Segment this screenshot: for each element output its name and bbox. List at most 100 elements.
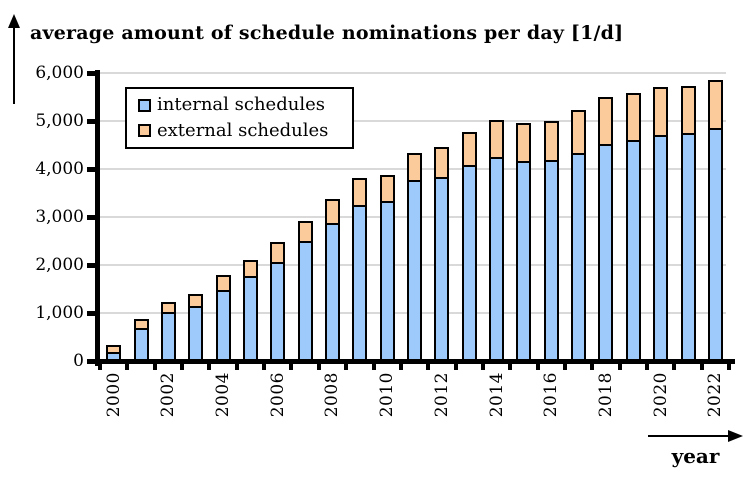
- x-axis-line: [93, 359, 736, 364]
- legend-label-external: external schedules: [157, 119, 329, 141]
- bar-segment-external-2014: [489, 120, 505, 159]
- x-tick-23: [727, 364, 732, 370]
- legend-swatch-external-icon: [138, 124, 151, 138]
- bar-segment-external-2011: [407, 153, 423, 182]
- bar-segment-external-2015: [516, 123, 532, 163]
- y-tick-label-5,000: 5,000: [35, 111, 84, 131]
- x-tick-10: [371, 364, 376, 370]
- x-tick-label-2000: 2000: [103, 372, 124, 418]
- legend-item-internal: internal schedules: [138, 96, 352, 114]
- legend-item-external: external schedules: [138, 119, 352, 141]
- bar-segment-external-2007: [297, 221, 313, 243]
- bar-segment-internal-2010: [379, 201, 395, 361]
- bar-segment-internal-2006: [270, 262, 286, 361]
- bar-segment-external-2018: [598, 97, 614, 146]
- gridline-5000: [100, 120, 727, 122]
- y-tick-0: [87, 359, 96, 364]
- gridline-6000: [100, 72, 727, 74]
- bar-segment-external-2022: [707, 80, 723, 130]
- y-tick-label-6,000: 6,000: [35, 63, 84, 83]
- x-tick-8: [316, 364, 321, 370]
- bar-segment-external-2020: [653, 87, 669, 137]
- x-axis-title: year: [671, 444, 720, 468]
- y-axis-arrow-icon: [8, 14, 20, 104]
- y-axis-line: [95, 70, 100, 366]
- bar-segment-external-2013: [461, 132, 477, 167]
- x-tick-21: [672, 364, 677, 370]
- bar-segment-internal-2019: [625, 140, 641, 361]
- x-tick-label-2010: 2010: [377, 372, 398, 418]
- legend-label-internal: internal schedules: [157, 94, 325, 116]
- bar-segment-external-2009: [352, 178, 368, 207]
- x-tick-label-2002: 2002: [158, 372, 179, 418]
- bar-segment-internal-2014: [489, 157, 505, 361]
- legend-swatch-internal-icon: [138, 98, 151, 112]
- bar-segment-external-2012: [434, 147, 450, 179]
- bar-segment-internal-2018: [598, 144, 614, 361]
- bar-segment-internal-2012: [434, 177, 450, 361]
- x-tick-label-2014: 2014: [486, 372, 507, 418]
- x-tick-20: [645, 364, 649, 370]
- x-axis-arrow-icon: [648, 430, 743, 442]
- bar-segment-external-2016: [543, 121, 559, 162]
- bar-segment-external-2006: [270, 242, 286, 264]
- bar-segment-external-2004: [215, 275, 231, 292]
- bar-segment-internal-2011: [407, 180, 423, 361]
- x-tick-3: [180, 364, 185, 370]
- x-tick-2: [152, 364, 157, 370]
- y-tick-5,000: [87, 119, 96, 124]
- bar-segment-external-2001: [133, 319, 149, 330]
- x-tick-18: [590, 364, 595, 370]
- bar-segment-internal-2004: [215, 290, 231, 361]
- bar-segment-external-2019: [625, 93, 641, 142]
- x-tick-16: [535, 364, 540, 370]
- bar-segment-external-2000: [106, 345, 122, 354]
- x-tick-6: [262, 364, 267, 370]
- x-tick-label-2018: 2018: [595, 372, 616, 418]
- y-tick-label-4,000: 4,000: [35, 159, 84, 179]
- y-tick-2,000: [87, 263, 96, 268]
- y-tick-1,000: [87, 311, 96, 316]
- x-tick-11: [398, 364, 403, 370]
- y-tick-label-3,000: 3,000: [35, 207, 84, 227]
- legend: internal schedules external schedules: [125, 87, 354, 149]
- bar-segment-internal-2005: [242, 276, 258, 361]
- bar-segment-internal-2008: [324, 223, 340, 361]
- x-tick-label-2020: 2020: [650, 372, 671, 418]
- y-tick-3,000: [87, 215, 96, 220]
- bar-segment-external-2017: [571, 110, 587, 155]
- x-tick-label-2012: 2012: [431, 372, 452, 418]
- y-tick-label-1,000: 1,000: [35, 303, 84, 323]
- bar-segment-internal-2001: [133, 328, 149, 361]
- x-tick-5: [234, 364, 239, 370]
- y-tick-label-0: 0: [73, 351, 84, 371]
- x-tick-14: [480, 364, 485, 370]
- y-tick-6,000: [87, 71, 96, 76]
- bar-segment-internal-2020: [653, 135, 669, 361]
- bar-segment-internal-2007: [297, 241, 313, 361]
- bar-segment-internal-2015: [516, 161, 532, 361]
- chart-title: average amount of schedule nominations p…: [30, 22, 624, 44]
- bar-segment-external-2021: [680, 86, 696, 135]
- y-tick-4,000: [87, 167, 96, 172]
- x-tick-1: [125, 364, 130, 370]
- x-tick-label-2006: 2006: [267, 372, 288, 418]
- bar-segment-external-2002: [160, 302, 176, 314]
- x-tick-19: [617, 364, 622, 370]
- bar-segment-external-2008: [324, 199, 340, 225]
- x-tick-label-2008: 2008: [322, 372, 343, 418]
- x-tick-13: [453, 364, 458, 370]
- bar-segment-external-2005: [242, 260, 258, 278]
- x-tick-label-2022: 2022: [705, 372, 726, 418]
- bar-segment-external-2003: [188, 294, 204, 308]
- bar-segment-internal-2013: [461, 165, 477, 361]
- x-tick-4: [207, 364, 212, 370]
- bar-segment-internal-2016: [543, 160, 559, 361]
- y-tick-label-2,000: 2,000: [35, 255, 84, 275]
- x-tick-17: [562, 364, 567, 370]
- x-tick-label-2004: 2004: [213, 372, 234, 418]
- bar-segment-internal-2021: [680, 133, 696, 361]
- bar-segment-internal-2003: [188, 306, 204, 361]
